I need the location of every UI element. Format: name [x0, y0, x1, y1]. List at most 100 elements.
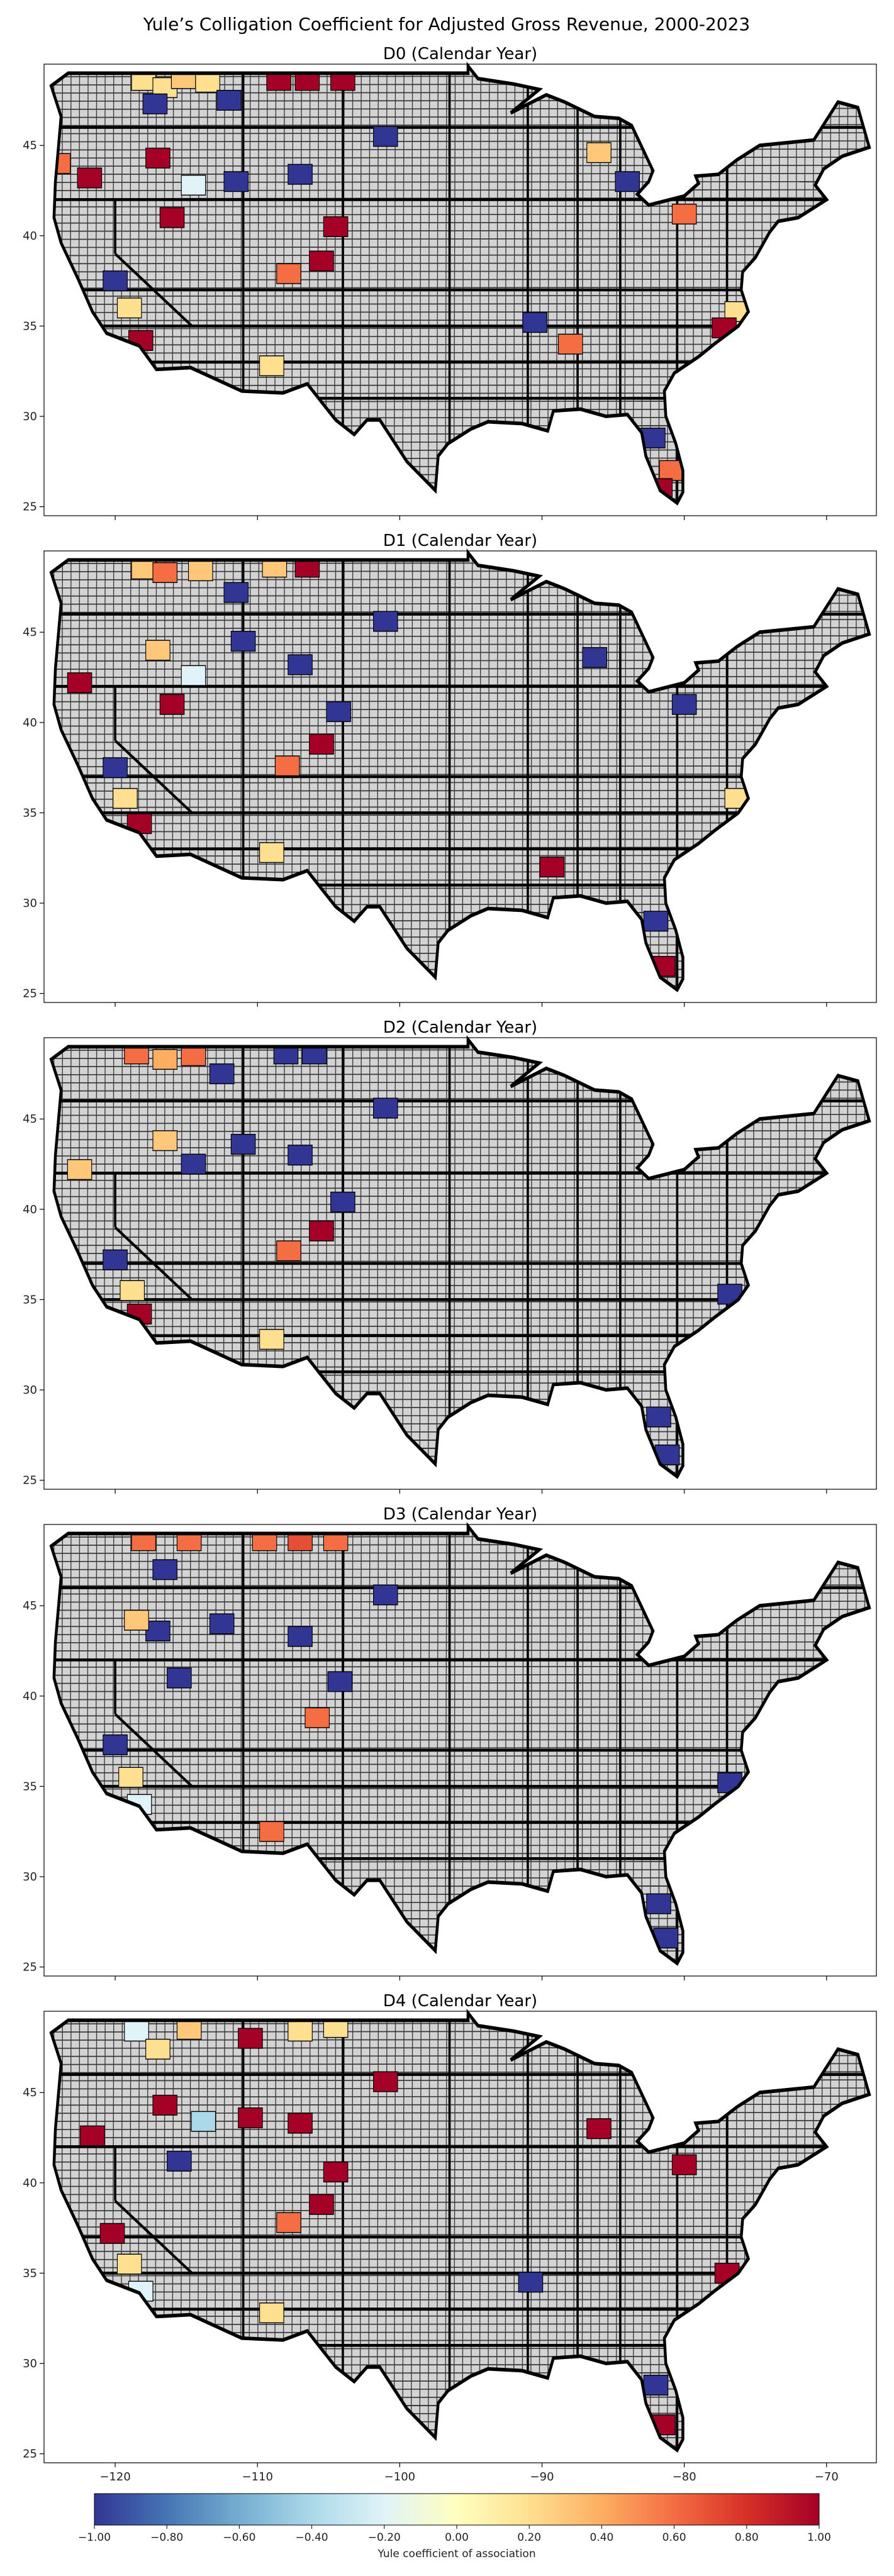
county-region — [372, 1584, 398, 1606]
county-region — [216, 89, 242, 111]
y-tick-label: 40 — [23, 716, 37, 730]
panel-title: D1 (Calendar Year) — [383, 531, 537, 550]
county-region — [167, 1667, 192, 1689]
county-region — [557, 333, 583, 355]
y-tick-label: 35 — [23, 1293, 37, 1306]
county-region — [209, 1063, 235, 1084]
county-region — [646, 1893, 671, 1914]
county-region — [223, 582, 249, 603]
county-region — [67, 672, 92, 694]
x-tick-label: −110 — [242, 2470, 273, 2484]
county-region — [323, 216, 349, 237]
y-tick-label: 30 — [23, 410, 37, 423]
county-region — [671, 694, 697, 715]
county-region — [372, 1097, 398, 1119]
county-region — [145, 147, 170, 169]
county-region — [152, 1130, 178, 1152]
county-region — [259, 2302, 284, 2324]
county-region — [152, 562, 178, 583]
county-region — [288, 1626, 313, 1647]
colorbar-tick-label: 0.40 — [589, 2531, 613, 2544]
county-region — [522, 312, 548, 333]
panel-title: D4 (Calendar Year) — [383, 1992, 537, 2011]
y-tick-label: 40 — [23, 230, 37, 243]
panel-title: D2 (Calendar Year) — [383, 1018, 537, 1037]
county-region — [330, 1191, 355, 1213]
colorbar-tick-label: −0.60 — [223, 2531, 255, 2544]
county-region — [181, 174, 206, 196]
map-panel-2: D2 (Calendar Year) 25 30 35 40 45 — [23, 1018, 882, 1494]
colorbar-label: Yule coefficient of association — [377, 2548, 535, 2560]
panel-title: D3 (Calendar Year) — [383, 1505, 537, 1524]
county-region — [288, 654, 313, 675]
axes-frame — [43, 550, 877, 1003]
county-region — [326, 701, 351, 723]
y-tick-label: 40 — [23, 1203, 37, 1216]
colorbar-ticks: −1.00 −0.80 −0.60 −0.40 −0.20 0.00 0.20 0.40 0.6… — [78, 2525, 831, 2544]
county-region — [276, 1240, 301, 1262]
map-panel-0: D0 (Calendar Year) 25 30 35 40 45 — [23, 45, 882, 520]
county-region — [259, 842, 284, 863]
county-region — [187, 560, 213, 582]
county-region — [99, 2223, 125, 2244]
y-tick-label: 35 — [23, 319, 37, 333]
county-region — [167, 2150, 192, 2172]
county-region — [159, 207, 185, 228]
y-tick-label: 45 — [23, 1113, 37, 1126]
county-region — [181, 665, 206, 686]
county-region — [145, 2038, 170, 2060]
county-region — [671, 203, 697, 225]
county-region — [124, 2021, 149, 2042]
panel-title: D0 (Calendar Year) — [383, 45, 537, 64]
county-region — [643, 2374, 669, 2396]
county-region — [276, 2212, 301, 2233]
county-region — [77, 167, 103, 189]
county-region — [152, 1559, 178, 1580]
y-tick-label: 40 — [23, 2177, 37, 2190]
county-region — [113, 787, 138, 809]
colorbar-tick-label: −1.00 — [78, 2531, 111, 2544]
county-region — [238, 2028, 263, 2049]
county-region — [230, 631, 256, 652]
county-region — [209, 1613, 235, 1635]
county-region — [372, 611, 398, 632]
county-region — [259, 355, 284, 377]
county-region — [288, 164, 313, 185]
axes-frame — [43, 1524, 877, 1977]
y-tick-label: 35 — [23, 2267, 37, 2280]
county-region — [191, 2111, 216, 2132]
x-tick-label: −70 — [815, 2470, 839, 2484]
y-tick-label: 25 — [23, 501, 37, 514]
county-region — [671, 2154, 697, 2175]
county-region — [276, 263, 301, 284]
county-region — [288, 2021, 313, 2042]
county-region — [539, 857, 565, 878]
x-tick-label: −90 — [530, 2470, 554, 2484]
county-region — [116, 2253, 142, 2275]
county-region — [615, 171, 640, 192]
us-county-map — [44, 1524, 882, 1976]
county-region — [230, 1133, 256, 1155]
y-tick-label: 35 — [23, 806, 37, 819]
county-region — [103, 270, 128, 292]
colorbar-tick-label: −0.40 — [296, 2531, 328, 2544]
y-tick-label: 45 — [23, 139, 37, 152]
axes-frame — [43, 2011, 877, 2463]
map-panel-3: D3 (Calendar Year) 25 30 35 40 45 — [23, 1505, 882, 1980]
county-region — [582, 647, 608, 668]
x-tick-label: −100 — [384, 2470, 415, 2484]
colorbar-tick-label: −0.80 — [150, 2531, 183, 2544]
county-region — [309, 250, 334, 272]
x-tick-label: −120 — [99, 2470, 130, 2484]
y-tick-label: 30 — [23, 1384, 37, 1397]
map-panel-1: D1 (Calendar Year) 25 30 35 40 45 — [23, 531, 882, 1007]
axes-frame — [43, 1037, 877, 1490]
y-tick-label: 45 — [23, 2086, 37, 2099]
y-tick-label: 35 — [23, 1780, 37, 1793]
y-tick-label: 40 — [23, 1690, 37, 1703]
county-region — [643, 911, 669, 932]
county-region — [145, 1620, 170, 1641]
county-region — [223, 171, 249, 192]
county-region — [309, 2194, 334, 2215]
